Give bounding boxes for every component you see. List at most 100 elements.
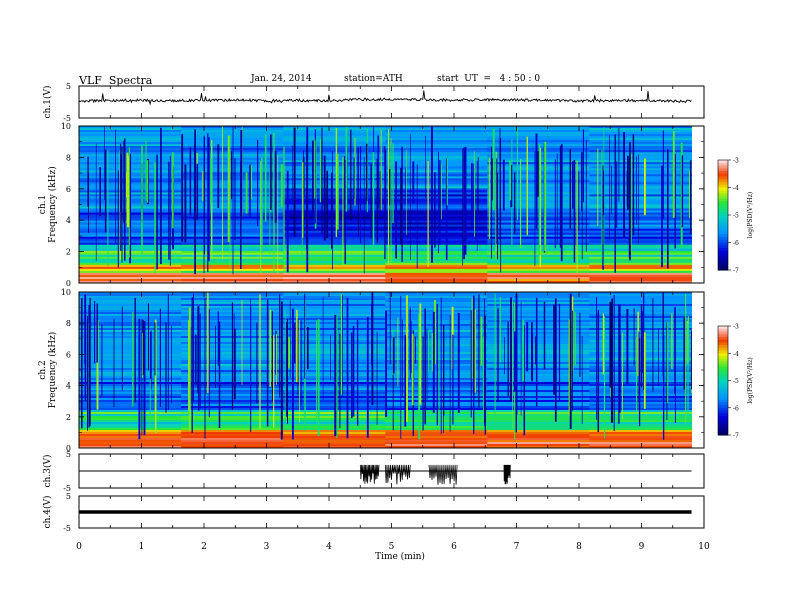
panel-2-colorbar-cell <box>718 206 728 211</box>
panel-3-band <box>487 390 590 393</box>
panel-2-band <box>487 266 590 270</box>
panel-2-band <box>589 160 692 163</box>
panel-2-band <box>79 152 182 155</box>
panel-3-band <box>487 440 590 443</box>
panel-3-band <box>487 298 590 301</box>
panel-2-band <box>385 252 488 256</box>
panel-2-band <box>181 270 284 274</box>
panel-2-band <box>385 218 488 222</box>
x-tick-label: 0 <box>76 542 82 552</box>
panel-2-band <box>589 252 692 256</box>
panel-3-band <box>181 298 284 301</box>
panel-2-band <box>181 146 284 149</box>
panel-3-band <box>589 346 692 349</box>
panel-4-burst-2 <box>384 464 411 485</box>
panel-2-band <box>589 234 692 238</box>
panel-3-band <box>487 446 590 449</box>
panel-2-band <box>181 130 284 133</box>
panel-2-band <box>487 224 590 228</box>
panel-2-band <box>487 200 590 203</box>
panel-3-band <box>589 434 692 437</box>
panel-2-band <box>385 274 488 278</box>
panel-2-band <box>589 220 692 224</box>
panel-2-band <box>283 140 386 143</box>
panel-2-band <box>385 168 488 171</box>
panel-3-band <box>385 372 488 375</box>
panel-3-band <box>79 336 182 339</box>
panel-3-colorbar-cell <box>718 328 728 332</box>
panel-2-band <box>181 202 284 205</box>
panel-2-band <box>385 204 488 207</box>
panel-3-band <box>385 350 488 353</box>
panel-3-band <box>589 392 692 395</box>
panel-2-band <box>181 134 284 137</box>
panel-3-band <box>79 408 182 411</box>
panel-4-ytick-label: 5 <box>66 450 71 459</box>
panel-3-band <box>79 418 182 421</box>
panel-3-band <box>589 296 692 299</box>
panel-3-band <box>487 394 590 397</box>
panel-3-band <box>487 406 590 409</box>
panel-3-band <box>487 370 590 373</box>
panel-2-band <box>385 186 488 189</box>
panel-3-band <box>589 422 692 425</box>
panel-3-band <box>487 326 590 329</box>
panel-3-band <box>283 310 386 313</box>
panel-3-band <box>487 438 590 441</box>
panel-3-band <box>589 352 692 355</box>
panel-3-band <box>487 356 590 359</box>
panel-2-colorbar-tick-label: -6 <box>733 240 739 247</box>
panel-2-band <box>79 266 182 270</box>
panel-2-band <box>181 240 284 244</box>
panel-2-ytick-label: 2 <box>66 248 71 257</box>
panel-3-band <box>181 432 284 435</box>
panel-3-band <box>385 340 488 343</box>
panel-2-band <box>589 266 692 270</box>
panel-2-band <box>589 198 692 201</box>
panel-3-colorbar-cell <box>718 353 728 357</box>
panel-2-colorbar-cell <box>718 162 728 167</box>
panel-2-band <box>181 232 284 236</box>
panel-3-band <box>487 400 590 403</box>
panel-2-band <box>283 172 386 175</box>
panel-3-band <box>385 338 488 341</box>
panels-group: 5-5ch.1(V)-3-4-5-6-7log(PSD(V²/Hz)108642… <box>38 82 754 562</box>
panel-3-band <box>79 398 182 401</box>
start-time-label: start UT = 4 : 50 : 0 <box>437 74 541 84</box>
panel-2-band <box>589 132 692 135</box>
panel-2-band <box>283 246 386 250</box>
panel-3-band <box>589 390 692 393</box>
panel-2-band <box>181 250 284 254</box>
panel-3-ytick-label: 2 <box>66 413 71 422</box>
panel-3-band <box>385 352 488 355</box>
panel-2-band <box>283 134 386 137</box>
panel-2-band <box>283 238 386 242</box>
panel-3-colorbar-cell <box>718 361 728 365</box>
panel-3-band <box>79 312 182 315</box>
panel-3-band <box>283 292 386 295</box>
panel-3-colorbar-tick-label: -5 <box>733 378 739 385</box>
panel-3-band <box>589 404 692 407</box>
panel-3-band <box>79 390 182 393</box>
panel-2-colorbar-cell <box>718 239 728 244</box>
panel-2-band <box>487 212 590 216</box>
panel-2-band <box>79 128 182 131</box>
panel-2-band <box>283 192 386 195</box>
panel-3-band <box>589 406 692 409</box>
panel-2-band <box>487 126 590 129</box>
panel-2-band <box>181 214 284 218</box>
panel-2-band <box>487 248 590 252</box>
panel-2-colorbar-cell <box>718 253 728 257</box>
panel-3-band <box>589 374 692 377</box>
panel-3-band <box>487 358 590 361</box>
panel-2-band <box>385 184 488 187</box>
panel-3-ytick-label: 4 <box>66 382 71 391</box>
panel-3-band <box>79 304 182 307</box>
x-axis-title: Time (min) <box>375 551 425 562</box>
panel-2-band <box>283 236 386 240</box>
panel-3-band <box>385 330 488 333</box>
panel-2-band <box>589 196 692 199</box>
panel-2-band <box>385 198 488 201</box>
panel-2-band <box>589 222 692 226</box>
panel-3-colorbar-cell <box>718 350 728 354</box>
